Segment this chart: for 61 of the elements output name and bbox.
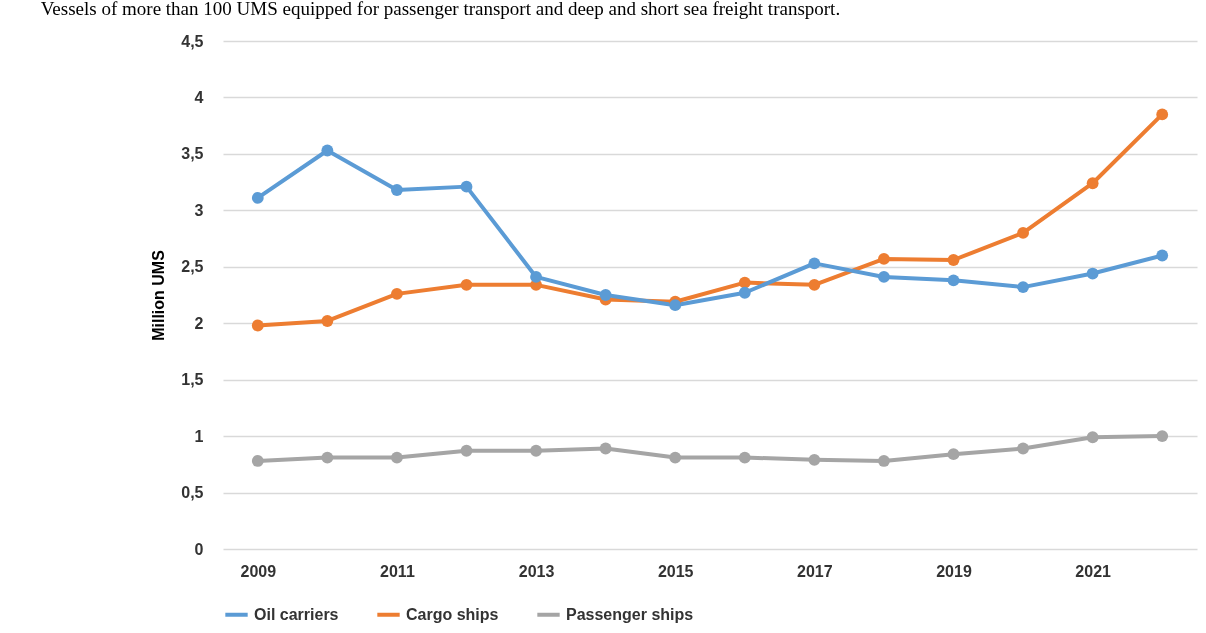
point xyxy=(599,289,612,301)
y-tick-label: 3 xyxy=(194,201,204,219)
point xyxy=(1017,442,1029,455)
point xyxy=(1017,227,1029,239)
point xyxy=(599,442,612,455)
point xyxy=(460,444,473,457)
x-tick-label: 2011 xyxy=(380,562,415,580)
point xyxy=(321,144,334,157)
y-tick-label: 0,5 xyxy=(181,484,204,502)
point xyxy=(669,451,682,464)
point xyxy=(1156,430,1169,443)
point xyxy=(1086,177,1099,190)
point xyxy=(530,271,542,283)
point xyxy=(251,455,264,467)
point xyxy=(947,274,960,287)
point xyxy=(391,287,403,300)
x-tick-label: 2013 xyxy=(518,562,555,580)
point xyxy=(391,184,403,196)
y-tick-label: 2,5 xyxy=(181,258,204,276)
point xyxy=(251,319,264,332)
point xyxy=(321,315,334,327)
x-tick-label: 2021 xyxy=(1075,562,1112,580)
point xyxy=(808,453,821,466)
point xyxy=(1156,249,1169,262)
y-tick-label: 4 xyxy=(194,88,204,106)
point xyxy=(1086,431,1099,444)
point xyxy=(1017,281,1029,293)
point xyxy=(251,192,264,204)
point xyxy=(738,276,751,289)
x-tick-label: 2009 xyxy=(240,562,277,580)
x-tick-label: 2017 xyxy=(797,562,833,580)
point xyxy=(808,278,821,291)
x-tick-label: 2019 xyxy=(936,562,972,580)
x-tick-label: 2015 xyxy=(657,562,694,580)
y-tick-label: 1,5 xyxy=(181,371,204,389)
y-tick-label: 1 xyxy=(194,427,204,445)
point xyxy=(738,451,751,464)
point xyxy=(321,451,334,464)
y-axis-title: Million UMS xyxy=(150,249,168,341)
point xyxy=(808,257,821,270)
y-tick-label: 0 xyxy=(194,540,204,558)
point xyxy=(391,451,403,464)
legend-label: Cargo ships xyxy=(406,605,499,623)
point xyxy=(878,252,890,265)
point xyxy=(460,180,473,193)
legend-label: Oil carriers xyxy=(254,605,339,623)
legend-label: Passenger ships xyxy=(566,605,694,623)
point xyxy=(1086,267,1099,280)
y-tick-label: 4,5 xyxy=(181,32,204,50)
point xyxy=(947,448,960,461)
point xyxy=(738,286,751,299)
y-tick-label: 2 xyxy=(194,314,204,332)
point xyxy=(1156,108,1169,121)
point xyxy=(878,271,890,283)
point xyxy=(669,299,682,312)
chart-title: Vessels of more than 100 UMS equipped for passenger transport and deep and short sea freight transport. xyxy=(40,0,841,19)
point xyxy=(878,455,890,467)
point xyxy=(947,254,960,266)
y-tick-label: 3,5 xyxy=(181,145,204,163)
point xyxy=(530,444,542,457)
point xyxy=(460,278,473,291)
